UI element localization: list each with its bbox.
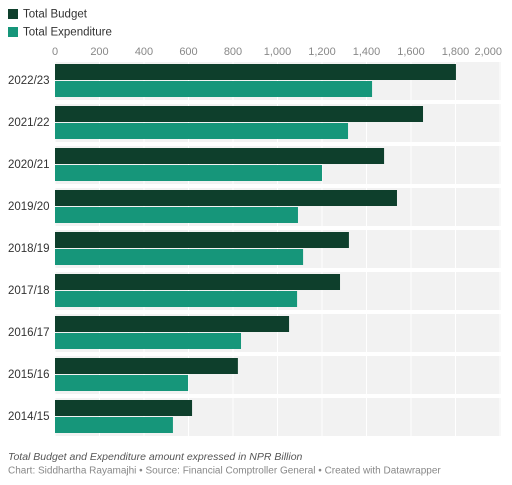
- bar: [55, 207, 298, 223]
- bar: [55, 148, 385, 164]
- bar: [55, 123, 349, 139]
- y-tick-label: 2015/16: [8, 369, 50, 381]
- chart-source: Chart: Siddhartha Rayamajhi • Source: Fi…: [8, 466, 441, 477]
- bar: [55, 400, 193, 416]
- bar: [55, 316, 290, 332]
- y-tick-label: 2019/20: [8, 201, 50, 213]
- y-tick-label: 2020/21: [8, 159, 50, 171]
- legend-label: Total Expenditure: [23, 27, 112, 39]
- x-tick-label: 400: [135, 46, 153, 58]
- x-tick-label: 800: [224, 46, 242, 58]
- y-tick-label: 2022/23: [8, 75, 50, 87]
- y-tick-label: 2021/22: [8, 117, 50, 129]
- bar: [55, 291, 298, 307]
- y-tick-label: 2017/18: [8, 285, 50, 297]
- x-tick-label: 200: [90, 46, 108, 58]
- bar: [55, 81, 373, 97]
- bar: [55, 190, 397, 206]
- y-tick-label: 2014/15: [8, 411, 50, 423]
- legend-label: Total Budget: [23, 9, 88, 21]
- bar: [55, 375, 189, 391]
- legend-swatch: [8, 9, 18, 19]
- x-tick-label: 0: [52, 46, 58, 58]
- chart-note: Total Budget and Expenditure amount expr…: [8, 451, 303, 463]
- bar: [55, 358, 238, 374]
- y-tick-label: 2018/19: [8, 243, 50, 255]
- bar: [55, 417, 173, 433]
- x-tick-label: 1,800: [442, 46, 470, 58]
- bar: [55, 274, 341, 290]
- bar: [55, 106, 424, 122]
- bar: [55, 64, 456, 80]
- x-tick-label: 600: [179, 46, 197, 58]
- x-tick-label: 1,600: [397, 46, 425, 58]
- x-tick-label: 1,000: [264, 46, 292, 58]
- bar: [55, 165, 322, 181]
- x-tick-label: 1,200: [308, 46, 336, 58]
- y-tick-label: 2016/17: [8, 327, 50, 339]
- bar: [55, 333, 242, 349]
- bar: [55, 249, 304, 265]
- x-tick-label: 2,000: [474, 46, 502, 58]
- legend-swatch: [8, 27, 18, 37]
- bar: [55, 232, 349, 248]
- x-tick-label: 1,400: [353, 46, 381, 58]
